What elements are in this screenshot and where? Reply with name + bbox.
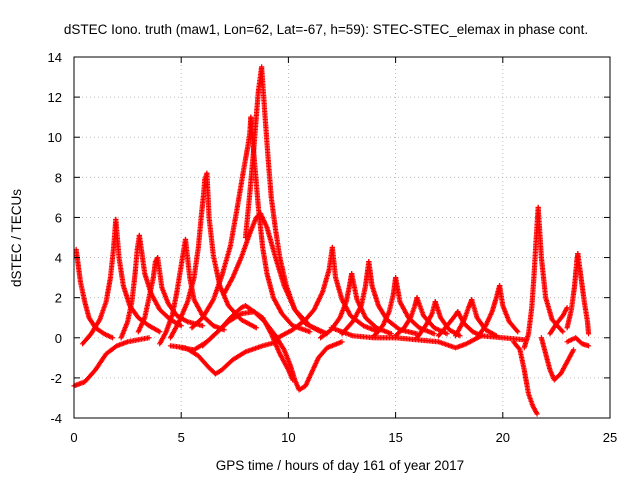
data-point xyxy=(290,377,296,383)
y-tick-label: 14 xyxy=(48,50,62,65)
y-tick-label: -4 xyxy=(50,411,62,426)
series-35 xyxy=(432,299,463,339)
series-10 xyxy=(182,236,227,333)
data-point xyxy=(109,335,116,341)
x-tick-label: 15 xyxy=(388,430,402,445)
data-point xyxy=(146,335,152,341)
data-point xyxy=(585,343,592,349)
series-13 xyxy=(167,339,281,377)
y-tick-label: -2 xyxy=(50,371,62,386)
y-tick-label: 8 xyxy=(55,170,62,185)
series-47 xyxy=(547,305,570,337)
series-14 xyxy=(189,114,254,331)
series-31 xyxy=(393,275,437,337)
x-axis-label: GPS time / hours of day 161 of year 2017 xyxy=(216,458,464,473)
y-axis-label: dSTEC / TECUs xyxy=(9,189,24,287)
data-point xyxy=(200,323,206,329)
series-4 xyxy=(113,216,163,335)
y-tick-label: 4 xyxy=(55,251,62,266)
data-point xyxy=(560,329,566,335)
y-tick-label: 10 xyxy=(48,130,62,145)
series-45 xyxy=(535,204,566,335)
grid-lines xyxy=(74,57,610,418)
data-point xyxy=(157,329,163,335)
series-49 xyxy=(575,250,592,337)
y-tick-label: 6 xyxy=(55,210,62,225)
data-point xyxy=(253,325,259,331)
series-15 xyxy=(248,114,313,335)
data-point xyxy=(444,331,450,337)
data-point xyxy=(515,329,521,335)
data-point xyxy=(564,305,570,311)
x-tick-label: 0 xyxy=(70,430,77,445)
series-17 xyxy=(259,64,324,335)
series-3 xyxy=(79,216,119,347)
axis-ticks xyxy=(73,56,611,419)
data-point xyxy=(431,331,437,337)
data-point xyxy=(570,347,577,353)
y-tick-label: 0 xyxy=(55,331,62,346)
series-23 xyxy=(251,309,296,383)
series-46 xyxy=(538,335,577,383)
x-tick-label: 10 xyxy=(281,430,295,445)
x-tick-label: 5 xyxy=(178,430,185,445)
plot-frame xyxy=(73,56,611,419)
chart-title: dSTEC Iono. truth (maw1, Lon=62, Lat=-67… xyxy=(64,22,588,37)
series-30 xyxy=(371,275,399,339)
data-point xyxy=(307,329,313,335)
y-tick-label: 2 xyxy=(55,291,62,306)
y-tick-labels: -4 -2 0 2 4 6 8 10 12 14 xyxy=(48,50,62,426)
data-point xyxy=(559,328,565,334)
series-19 xyxy=(257,210,330,337)
series-7 xyxy=(135,254,161,335)
series-33 xyxy=(414,295,450,337)
series-34 xyxy=(414,299,438,341)
data-point xyxy=(534,411,540,417)
series-36 xyxy=(435,309,461,339)
data-point xyxy=(339,339,345,345)
data-points xyxy=(71,64,592,417)
data-point xyxy=(514,328,520,334)
series-1 xyxy=(71,335,152,389)
series-42 xyxy=(328,325,527,351)
x-tick-label: 20 xyxy=(496,430,510,445)
series-41 xyxy=(496,283,521,335)
series-43 xyxy=(510,339,540,417)
series-50 xyxy=(564,335,592,349)
y-tick-label: 12 xyxy=(48,90,62,105)
series-22 xyxy=(200,309,257,349)
data-point xyxy=(585,331,592,337)
x-tick-label: 25 xyxy=(603,430,617,445)
x-tick-labels: 0 5 10 15 20 25 xyxy=(70,430,617,445)
